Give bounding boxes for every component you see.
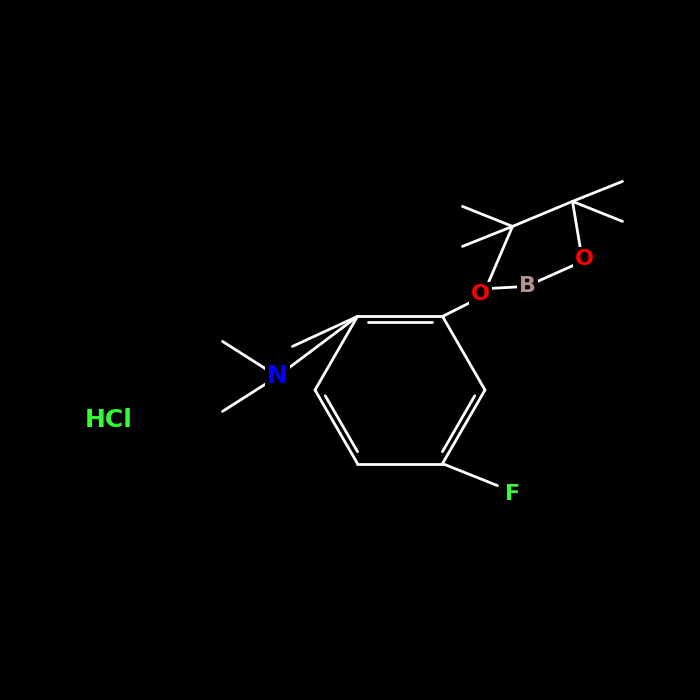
Text: HCl: HCl: [85, 408, 133, 432]
Text: B: B: [519, 276, 536, 296]
Text: O: O: [575, 249, 594, 270]
Text: F: F: [505, 484, 520, 503]
Text: N: N: [267, 365, 288, 388]
Text: O: O: [471, 284, 490, 304]
